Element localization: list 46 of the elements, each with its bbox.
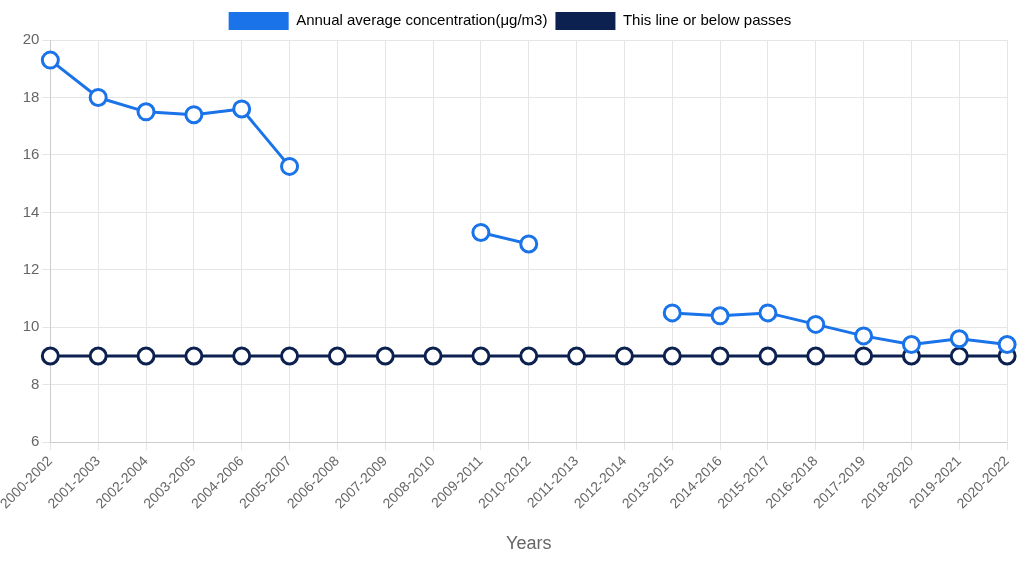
- point: [88, 87, 108, 107]
- point: [184, 346, 204, 366]
- point: [567, 346, 587, 366]
- point: [662, 303, 682, 323]
- point: [997, 335, 1017, 355]
- point: [710, 306, 730, 326]
- point: [232, 346, 252, 366]
- point: [327, 346, 347, 366]
- y-tick-label: 20: [22, 30, 40, 48]
- legend-label: This line or below passes: [622, 11, 792, 29]
- point: [40, 346, 60, 366]
- y-tick-label: 10: [22, 317, 40, 335]
- y-tick-label: 16: [22, 145, 40, 163]
- point: [949, 329, 969, 349]
- x-axis-title: Years: [506, 533, 552, 554]
- point: [854, 346, 874, 366]
- point: [232, 99, 252, 119]
- y-tick-label: 18: [22, 87, 40, 105]
- point: [519, 346, 539, 366]
- y-tick-label: 6: [31, 432, 40, 450]
- point: [88, 346, 108, 366]
- point: [806, 314, 826, 334]
- point: [280, 156, 300, 176]
- y-tick-label: 12: [22, 259, 40, 277]
- point: [806, 346, 826, 366]
- point: [949, 346, 969, 366]
- point: [662, 346, 682, 366]
- point: [519, 234, 539, 254]
- point: [136, 346, 156, 366]
- point: [710, 346, 730, 366]
- point: [471, 346, 491, 366]
- point: [184, 105, 204, 125]
- legend-label: Annual average concentration(μg/m3): [296, 11, 548, 29]
- point: [280, 346, 300, 366]
- point: [136, 102, 156, 122]
- point: [471, 222, 491, 242]
- point: [40, 50, 60, 70]
- point: [614, 346, 634, 366]
- point: [375, 346, 395, 366]
- point: [758, 303, 778, 323]
- y-tick-label: 8: [31, 374, 40, 392]
- y-tick-label: 14: [22, 202, 40, 220]
- point: [854, 326, 874, 346]
- point: [901, 335, 921, 355]
- point: [758, 346, 778, 366]
- point: [423, 346, 443, 366]
